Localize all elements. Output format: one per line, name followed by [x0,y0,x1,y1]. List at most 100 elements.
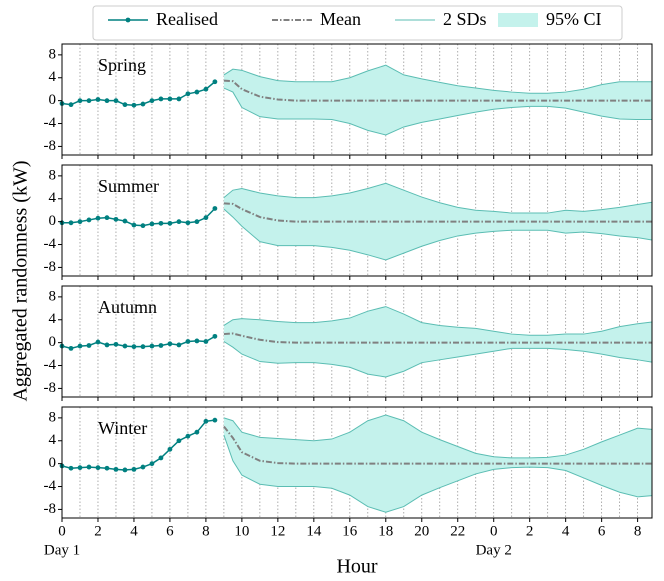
x-tick-label: 4 [562,523,570,539]
x-tick-label: 18 [378,523,393,539]
realised-point [86,217,92,223]
x-tick-label: 2 [526,523,534,539]
realised-point [149,461,155,467]
realised-point [104,342,110,348]
x-tick-label: 6 [598,523,606,539]
y-tick-label: 4 [49,432,57,448]
legend-label: 95% CI [546,9,602,29]
realised-point [185,339,191,344]
x-tick-label: 8 [634,523,642,539]
panel-title: Summer [98,176,159,196]
realised-point [167,446,173,452]
realised-point [203,418,209,424]
y-tick-label: -8 [44,138,57,154]
realised-point [104,215,110,221]
y-tick-label: 0 [49,92,57,108]
realised-point [212,79,218,85]
x-tick-label: 0 [490,523,498,539]
mean-line [223,332,652,344]
realised-line [61,81,216,106]
mean-line [223,79,652,102]
y-tick-label: -8 [44,380,57,396]
realised-point [149,343,155,349]
y-tick-label: -8 [44,501,57,517]
realised-point [68,345,74,351]
y-tick-label: 4 [49,69,57,85]
realised-point [131,466,137,472]
realised-point [194,89,200,95]
x-tick-label: 0 [58,523,66,539]
realised-point [140,101,146,107]
realised-point [158,343,164,348]
y-tick-label: 8 [49,46,57,62]
realised-point [113,341,119,347]
x-axis-label: Hour [336,556,377,578]
realised-point [176,438,182,444]
day-label: Day 1 [44,542,80,558]
realised-point [203,215,209,221]
realised-point [212,417,218,423]
realised-point [113,466,119,472]
legend-box [92,5,623,41]
realised-point [104,465,110,471]
realised-point [86,98,92,104]
axes-frame [61,406,653,519]
y-tick-label: -4 [44,115,57,131]
realised-point [86,343,92,348]
realised-point [113,98,119,104]
realised-point [176,342,182,348]
x-tick-label: 10 [234,523,249,539]
panel: -8 -4 0 4 8 0 2 4 6 8 10 12 14 16 18 20 22 0 2 4 6 8 Winter [44,406,653,539]
realised-point [131,102,137,108]
panel-title: Spring [98,55,146,75]
realised-line [62,207,216,227]
axes-frame [61,285,653,398]
day-label: Day 2 [476,542,512,558]
legend-marker [125,17,131,23]
sd-line [223,341,652,378]
realised-point [68,220,74,226]
x-tick-label: 2 [94,523,102,539]
realised-point [212,333,218,339]
realised-point [203,86,209,92]
y-tick-label: 8 [49,409,57,425]
y-tick-label: -8 [44,259,57,275]
legend-label: 2 SDs [443,9,487,29]
realised-point [95,339,101,345]
realised-point [122,343,128,349]
sd-line [223,64,652,94]
sd-line [223,414,652,459]
realised-point [77,98,83,104]
mean-line [223,425,652,465]
realised-point [158,455,164,461]
panel-title: Autumn [98,297,157,317]
sd-line [223,87,652,136]
x-tick-label: 14 [306,523,322,539]
realised-point [212,206,218,211]
x-tick-label: 4 [130,523,138,539]
sd-line [223,182,652,214]
realised-point [122,218,128,224]
sd-line [223,434,652,513]
realised-point [167,96,173,102]
y-tick-label: 0 [49,455,57,471]
y-tick-label: 8 [49,288,57,304]
realised-point [140,223,146,229]
realised-point [77,219,83,225]
ci-area [223,306,652,377]
mean-line [223,202,652,223]
y-tick-label: 4 [49,311,57,327]
realised-point [68,102,74,108]
legend-label: Realised [156,9,218,29]
panel: -8 -4 0 4 8 Spring [44,43,653,159]
x-tick-label: 20 [414,523,429,539]
realised-point [149,221,155,227]
realised-point [122,467,128,473]
y-tick-label: 0 [49,334,57,350]
sd-line [223,306,652,336]
realised-point [131,222,137,228]
y-tick-label: 8 [49,167,57,183]
realised-point [185,91,191,97]
y-tick-label: -4 [44,357,57,373]
